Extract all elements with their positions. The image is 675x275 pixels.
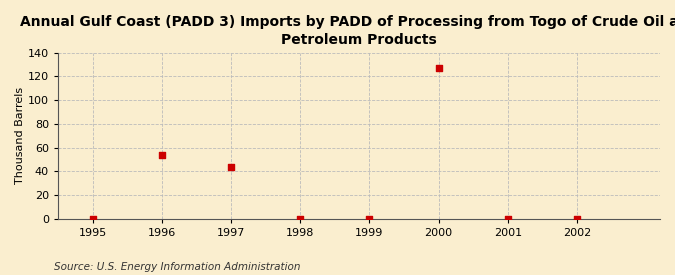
Y-axis label: Thousand Barrels: Thousand Barrels: [15, 87, 25, 185]
Point: [572, 217, 583, 221]
Point: [364, 217, 375, 221]
Point: [225, 164, 236, 169]
Point: [157, 153, 167, 157]
Point: [295, 217, 306, 221]
Title: Annual Gulf Coast (PADD 3) Imports by PADD of Processing from Togo of Crude Oil : Annual Gulf Coast (PADD 3) Imports by PA…: [20, 15, 675, 47]
Point: [87, 217, 98, 221]
Text: Source: U.S. Energy Information Administration: Source: U.S. Energy Information Administ…: [54, 262, 300, 271]
Point: [433, 66, 444, 70]
Point: [502, 217, 513, 221]
